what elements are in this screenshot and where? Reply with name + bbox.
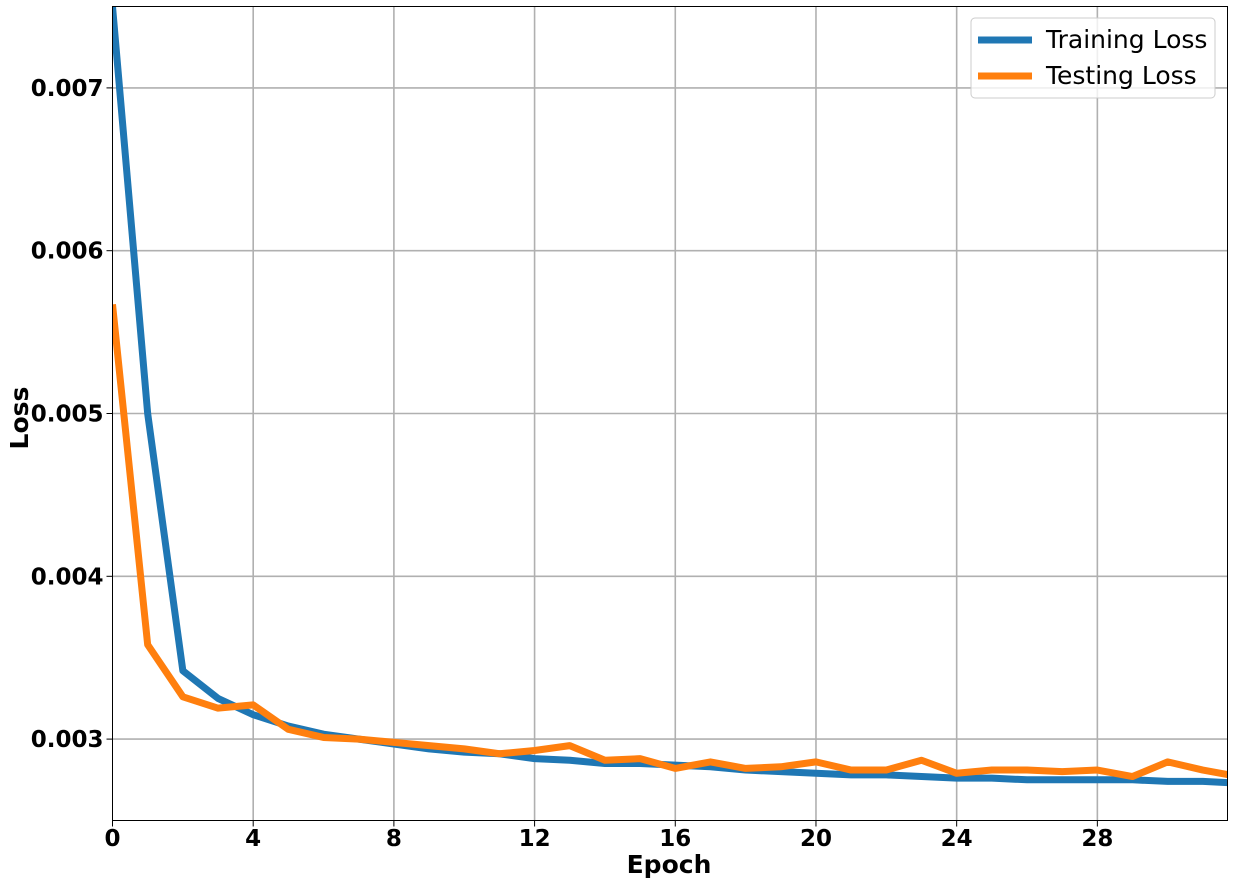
x-axis-ticks: 0 4 8 12 16 20 24 28 xyxy=(104,820,1113,852)
x-tick-label: 28 xyxy=(1081,826,1113,852)
legend-label-training-loss: Training Loss xyxy=(1045,25,1207,54)
y-tick-label: 0.007 xyxy=(31,76,104,102)
legend-label-testing-loss: Testing Loss xyxy=(1045,61,1197,90)
y-axis-label: Loss xyxy=(5,387,34,450)
x-tick-label: 16 xyxy=(659,826,691,852)
series-lines xyxy=(112,6,1228,787)
x-tick-label: 20 xyxy=(800,826,832,852)
x-tick-label: 24 xyxy=(941,826,973,852)
series-line-testing-loss xyxy=(112,304,1228,781)
y-axis-ticks: 0.003 0.004 0.005 0.006 0.007 xyxy=(31,76,113,753)
x-tick-label: 0 xyxy=(104,826,120,852)
y-tick-label: 0.004 xyxy=(31,564,104,590)
y-tick-label: 0.003 xyxy=(31,727,104,753)
grid-lines xyxy=(112,6,1228,821)
series-line-training-loss xyxy=(112,6,1228,787)
y-tick-label: 0.006 xyxy=(31,239,104,265)
x-tick-label: 4 xyxy=(245,826,261,852)
x-axis-label: Epoch xyxy=(627,850,712,879)
x-tick-label: 8 xyxy=(386,826,402,852)
y-tick-label: 0.005 xyxy=(31,402,104,428)
x-tick-label: 12 xyxy=(519,826,551,852)
legend: Training Loss Testing Loss xyxy=(970,17,1216,99)
